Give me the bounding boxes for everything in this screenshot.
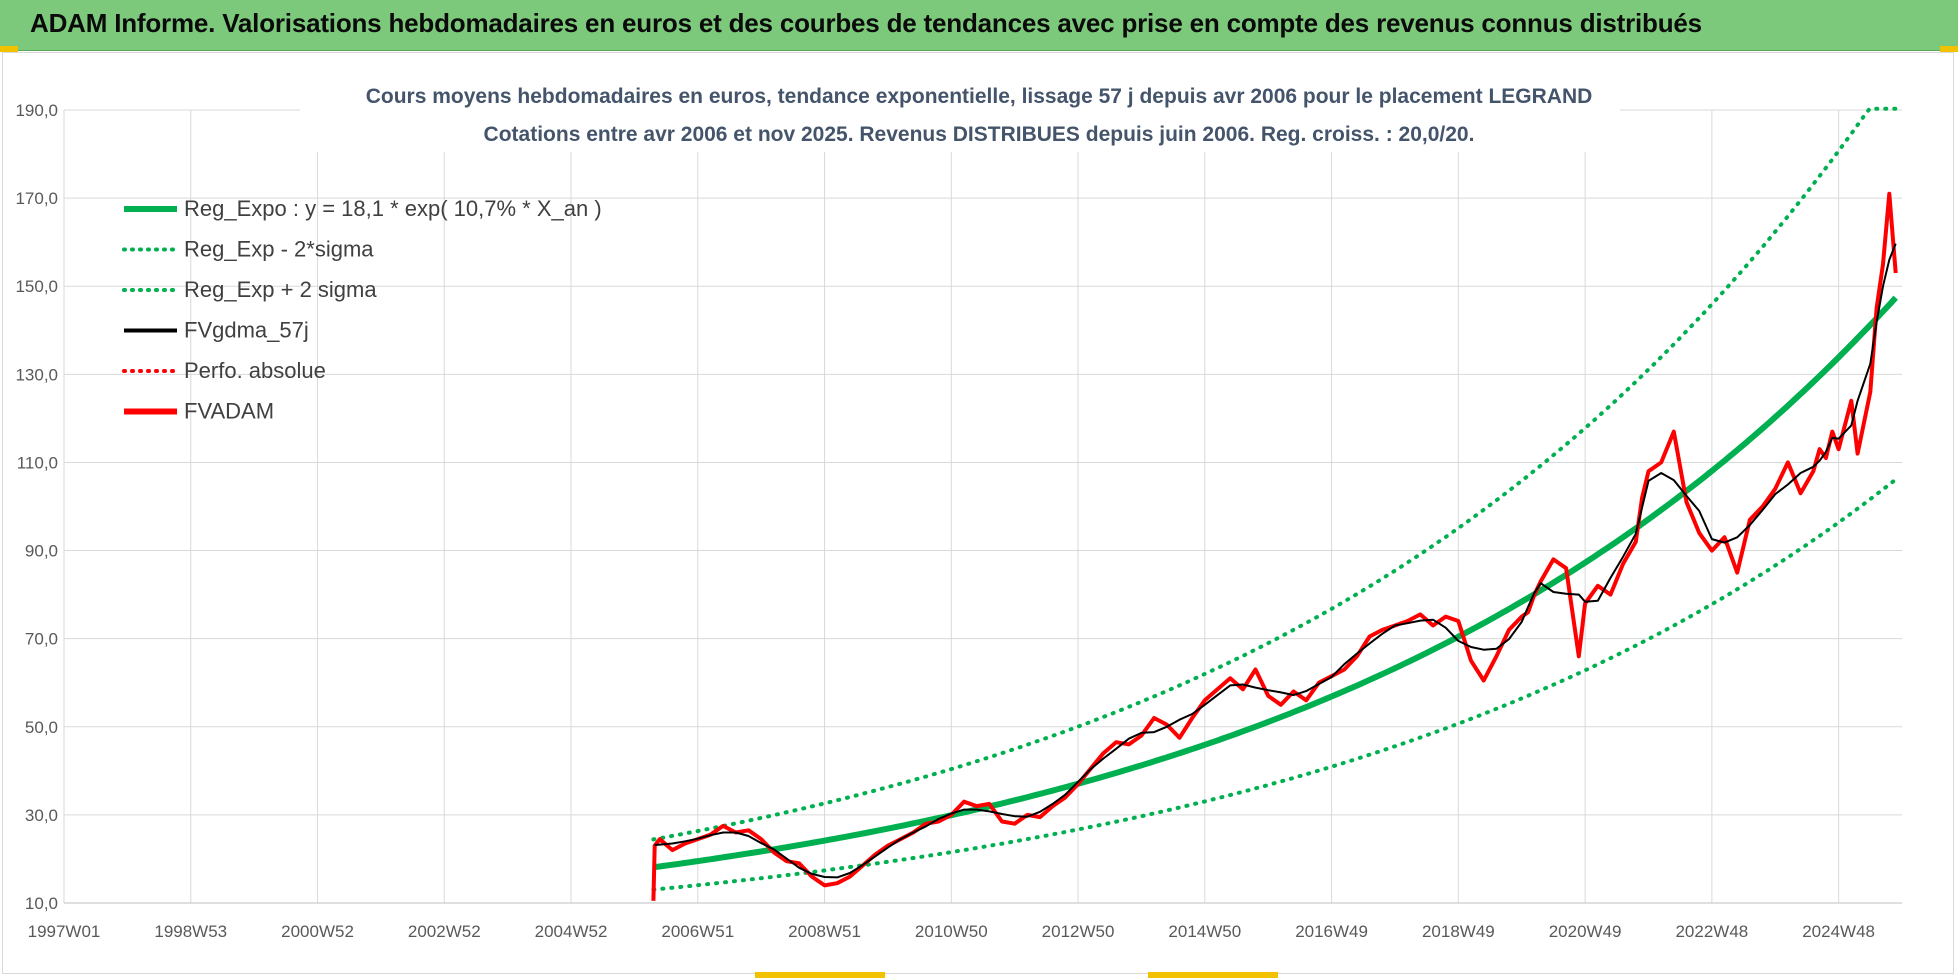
series-layer bbox=[651, 106, 1898, 901]
legend-label: FVADAM bbox=[184, 399, 274, 424]
y-tick-label: 10,0 bbox=[25, 894, 58, 913]
x-tick-label: 2024W48 bbox=[1802, 922, 1875, 941]
chart-title-line-1: Cours moyens hebdomadaires en euros, ten… bbox=[366, 85, 1593, 108]
legend-label: Reg_Exp + 2 sigma bbox=[184, 277, 377, 302]
x-tick-label: 2002W52 bbox=[408, 922, 481, 941]
x-tick-label: 2004W52 bbox=[535, 922, 608, 941]
x-tick-label: 2020W49 bbox=[1549, 922, 1622, 941]
legend-label: Reg_Expo : y = 18,1 * exp( 10,7% * X_an … bbox=[184, 196, 602, 221]
y-tick-label: 190,0 bbox=[15, 101, 58, 120]
y-axis-tick-labels: 10,0 30,0 50,0 70,0 90,0 110,0 130,0 150,0 170,0… bbox=[15, 101, 58, 913]
chart-frame bbox=[2, 52, 1954, 974]
x-tick-label: 2010W50 bbox=[915, 922, 988, 941]
x-tick-label: 2018W49 bbox=[1422, 922, 1495, 941]
x-axis-tick-labels: 1997W01 1998W53 2000W52 2002W52 2004W52 2006W… bbox=[28, 922, 1875, 941]
y-tick-label: 150,0 bbox=[15, 277, 58, 296]
x-tick-label: 2022W48 bbox=[1675, 922, 1748, 941]
legend-label: Perfo. absolue bbox=[184, 358, 326, 383]
legend-label: FVgdma_57j bbox=[184, 318, 309, 343]
series-reg-expo bbox=[652, 295, 1898, 871]
y-tick-label: 70,0 bbox=[25, 630, 58, 649]
x-tick-label: 2006W51 bbox=[661, 922, 734, 941]
bottom-tab-2 bbox=[1148, 972, 1278, 978]
legend-label: Reg_Exp - 2*sigma bbox=[184, 237, 374, 262]
plot-area-background bbox=[64, 110, 1902, 906]
x-tick-label: 1997W01 bbox=[28, 922, 101, 941]
y-tick-label: 130,0 bbox=[15, 365, 58, 384]
title-banner: ADAM Informe. Valorisations hebdomadaire… bbox=[0, 0, 1958, 51]
y-tick-label: 170,0 bbox=[15, 189, 58, 208]
y-tick-label: 110,0 bbox=[17, 453, 58, 472]
x-tick-label: 1998W53 bbox=[154, 922, 227, 941]
x-tick-label: 2014W50 bbox=[1168, 922, 1241, 941]
x-tick-label: 2016W49 bbox=[1295, 922, 1368, 941]
title-background bbox=[300, 76, 1620, 152]
corner-mark-left bbox=[0, 46, 18, 52]
y-tick-label: 90,0 bbox=[25, 542, 58, 561]
bottom-tab-1 bbox=[755, 972, 885, 978]
banner-title: ADAM Informe. Valorisations hebdomadaire… bbox=[30, 8, 1702, 38]
y-tick-label: 30,0 bbox=[25, 806, 58, 825]
chart-title-line-2: Cotations entre avr 2006 et nov 2025. Re… bbox=[484, 123, 1475, 146]
x-tick-label: 2012W50 bbox=[1042, 922, 1115, 941]
y-tick-label: 50,0 bbox=[25, 718, 58, 737]
corner-mark-right bbox=[1940, 46, 1958, 52]
x-tick-label: 2000W52 bbox=[281, 922, 354, 941]
series-fvgdma-57j bbox=[654, 243, 1897, 879]
legend: Reg_Expo : y = 18,1 * exp( 10,7% * X_an … bbox=[122, 196, 602, 424]
x-tick-label: 2008W51 bbox=[788, 922, 861, 941]
